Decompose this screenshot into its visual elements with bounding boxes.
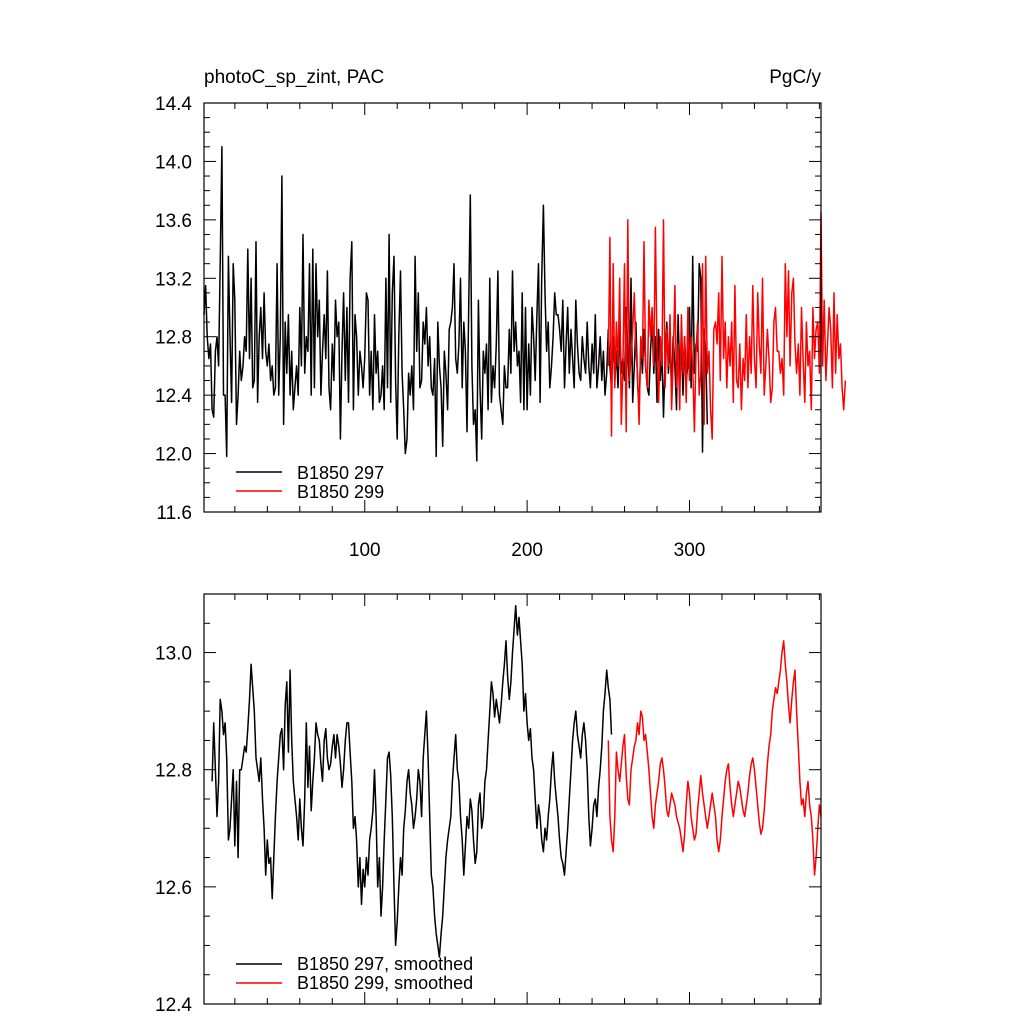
x-tick-label: 200 — [511, 540, 543, 561]
y-tick-label: 12.0 — [155, 445, 192, 466]
top-panel-axes: 11.6 12.0 12.4 12.8 13.2 13.6 14.0 14.4 100 200 30… — [155, 94, 822, 561]
x-tick-label: 100 — [349, 540, 381, 561]
y-tick-label: 11.6 — [156, 503, 192, 524]
legend-label-b1850-297: B1850 297 — [297, 463, 384, 483]
series-line-b1850-299 — [607, 211, 847, 440]
y-tick-label: 13.2 — [155, 269, 192, 290]
y-tick-label: 14.4 — [155, 94, 192, 115]
y-tick-label: 13.0 — [155, 644, 192, 665]
y-tick-label: 12.8 — [155, 761, 192, 782]
series-line-b1850-299 — [607, 640, 822, 876]
series-line-b1850-297 — [211, 604, 613, 958]
bottom-panel-axes: 12.4 12.6 12.8 13.0 — [155, 593, 822, 1016]
y-tick-label: 13.6 — [155, 211, 192, 232]
y-tick-label: 12.4 — [155, 386, 192, 407]
top-panel-units: PgC/y — [769, 67, 821, 88]
x-tick-label: 300 — [674, 540, 706, 561]
top-panel: photoC_sp_zint, PAC PgC/y 11.6 12.0 12.4 12… — [155, 67, 847, 561]
series-line-b1850-297 — [203, 146, 709, 462]
y-tick-label: 14.0 — [155, 152, 192, 173]
top-panel-title: photoC_sp_zint, PAC — [204, 67, 384, 88]
bottom-panel-legend: B1850 297, smoothed B1850 299, smoothed — [236, 954, 473, 993]
bottom-panel: 12.4 12.6 12.8 13.0 B1850 297, smoothed B18… — [155, 593, 822, 1016]
bottom-panel-series — [211, 604, 822, 958]
legend-label-b1850-299: B1850 299 — [297, 482, 384, 502]
legend-label-b1850-297-smoothed: B1850 297, smoothed — [297, 954, 473, 974]
y-tick-label: 12.6 — [155, 878, 192, 899]
top-panel-series — [203, 146, 847, 462]
y-tick-label: 12.8 — [155, 328, 192, 349]
legend-label-b1850-299-smoothed: B1850 299, smoothed — [297, 973, 473, 993]
top-panel-legend: B1850 297 B1850 299 — [236, 463, 384, 502]
y-tick-label: 12.4 — [155, 995, 192, 1016]
